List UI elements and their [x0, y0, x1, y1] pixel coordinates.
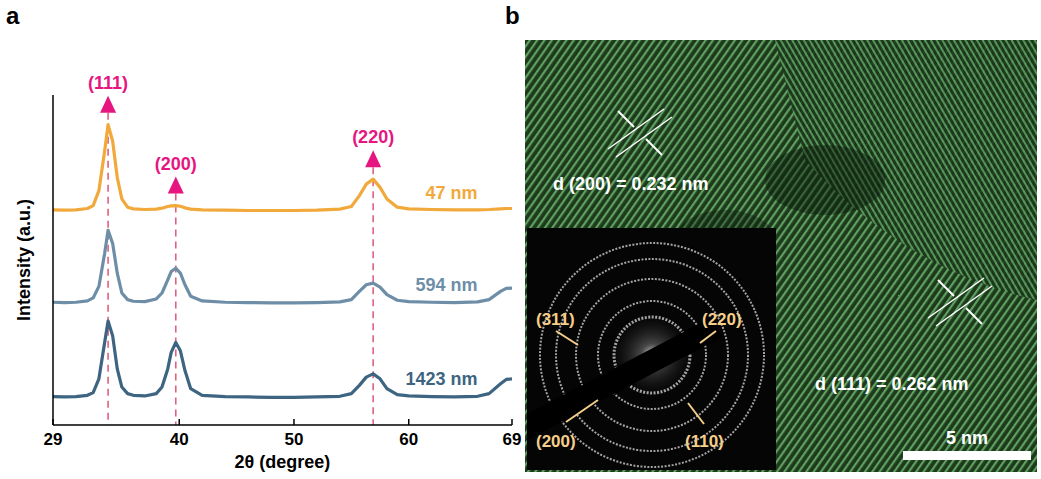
- peak-line: [107, 113, 109, 425]
- series-label: 47 nm: [426, 183, 478, 203]
- ring-arrow: [688, 403, 704, 424]
- ring-arrow: [700, 331, 716, 343]
- x-tick: [511, 419, 513, 425]
- y-axis-title: Intensity (a.u.): [14, 199, 34, 321]
- y-axis: [52, 95, 54, 425]
- ring-label: (200): [536, 432, 576, 451]
- fringe-arrow: [646, 139, 662, 155]
- x-axis: [53, 424, 512, 426]
- plot-lines: [53, 125, 512, 398]
- x-tick: [178, 419, 180, 425]
- x-tick-label: 69: [503, 430, 522, 449]
- fringe-arrow: [618, 111, 634, 127]
- ring-arrow: [556, 331, 578, 345]
- xrd-line: [53, 230, 512, 303]
- x-axis-title: 2θ (degree): [235, 452, 331, 472]
- x-tick: [52, 419, 54, 425]
- ring-label: (110): [685, 432, 724, 451]
- ring-label: (311): [536, 310, 575, 329]
- peak-label: (220): [352, 127, 394, 147]
- fringe-marker: [616, 117, 672, 157]
- fringe-arrow: [966, 308, 982, 324]
- peak-line: [372, 167, 374, 425]
- d-spacing-label: d (111) = 0.262 nm: [815, 374, 969, 394]
- peak-label: (111): [88, 73, 128, 93]
- xrd-line: [53, 125, 512, 211]
- x-tick-label: 29: [44, 430, 63, 449]
- tem-image: [525, 40, 1037, 472]
- peak-marker: [168, 177, 184, 194]
- peak-line: [175, 194, 177, 425]
- x-tick-label: 40: [170, 430, 189, 449]
- tem-shade: [765, 145, 885, 215]
- x-tick: [408, 419, 410, 425]
- series-label: 1423 nm: [406, 369, 478, 389]
- scale-bar: [903, 451, 1031, 460]
- x-tick: [293, 419, 295, 425]
- fringe-marker: [936, 286, 992, 326]
- scale-bar-label: 5 nm: [946, 428, 988, 448]
- series-label: 594 nm: [416, 275, 478, 295]
- ring-label: (220): [702, 310, 742, 329]
- panel-letter: b: [505, 2, 520, 29]
- figure: a (111) (200) (220) 47 nm 594 nm 1423 nm 29 40 50…: [0, 0, 1041, 479]
- panel-letter: a: [6, 2, 20, 29]
- peak-label: (200): [155, 154, 197, 174]
- peak-marker: [365, 150, 381, 167]
- xrd-line: [53, 321, 512, 397]
- fringe-arrow: [938, 280, 954, 296]
- ring-arrow: [566, 400, 598, 422]
- x-tick-label: 50: [285, 430, 304, 449]
- saed-inset: [527, 228, 776, 470]
- peak-marker: [100, 96, 116, 113]
- d-spacing-label: d (200) = 0.232 nm: [553, 174, 709, 194]
- beam-stop: [527, 317, 722, 440]
- x-tick-label: 60: [399, 430, 418, 449]
